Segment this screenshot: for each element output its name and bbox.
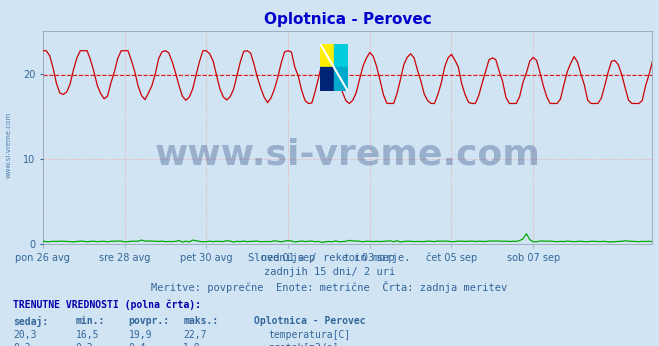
Text: www.si-vreme.com: www.si-vreme.com [155,138,540,172]
Text: maks.:: maks.: [183,316,218,326]
Bar [320,67,334,91]
Text: min.:: min.: [76,316,105,326]
Text: www.si-vreme.com: www.si-vreme.com [5,112,11,179]
Text: sedaj:: sedaj: [13,316,48,327]
Text: zadnjih 15 dni/ 2 uri: zadnjih 15 dni/ 2 uri [264,267,395,277]
Text: Slovenija / reke in morje.: Slovenija / reke in morje. [248,253,411,263]
Text: 22,7: 22,7 [183,330,207,340]
Bar [334,44,348,67]
Text: temperatura[C]: temperatura[C] [268,330,351,340]
Text: 20,3: 20,3 [13,330,37,340]
Text: Meritve: povprečne  Enote: metrične  Črta: zadnja meritev: Meritve: povprečne Enote: metrične Črta:… [152,281,507,293]
Title: Oplotnica - Perovec: Oplotnica - Perovec [264,12,432,27]
Text: 19,9: 19,9 [129,330,152,340]
Text: 0,2: 0,2 [76,343,94,346]
Bar [334,67,348,91]
Bar [320,44,334,67]
Text: Oplotnica - Perovec: Oplotnica - Perovec [254,316,365,326]
Text: 0,3: 0,3 [13,343,31,346]
Text: pretok[m3/s]: pretok[m3/s] [268,343,339,346]
Text: 16,5: 16,5 [76,330,100,340]
Text: povpr.:: povpr.: [129,316,169,326]
Text: 1,8: 1,8 [183,343,201,346]
Text: TRENUTNE VREDNOSTI (polna črta):: TRENUTNE VREDNOSTI (polna črta): [13,299,201,310]
Text: 0,4: 0,4 [129,343,146,346]
